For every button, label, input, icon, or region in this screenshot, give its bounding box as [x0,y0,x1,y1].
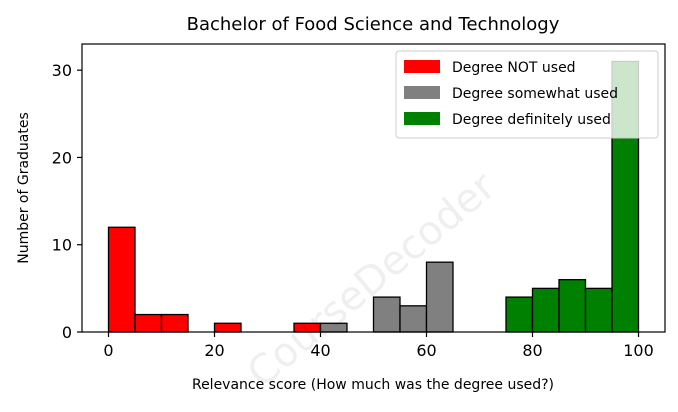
x-tick-label-2: 40 [310,341,330,360]
legend: Degree NOT used Degree somewhat used Deg… [395,50,659,139]
bar-not-used-2 [160,313,189,333]
legend-label-definitely-used: Degree definitely used [452,112,611,128]
bar-somewhat-used-2 [399,305,428,333]
legend-label-somewhat-used: Degree somewhat used [452,86,618,102]
legend-swatch-somewhat-used [404,86,440,99]
x-tick-label-1: 20 [204,341,224,360]
y-tick-label-2: 20 [52,148,72,167]
bar-definitely-used-0 [505,296,534,333]
x-tick-label-0: 0 [103,341,113,360]
x-tick-label-5: 100 [623,341,654,360]
watermark-text: CourseDecoder [239,163,505,397]
bar-not-used-0 [107,226,136,333]
bar-definitely-used-1 [531,287,560,333]
y-axis-label: Number of Graduates [16,112,32,264]
legend-swatch-not-used [404,60,440,73]
legend-swatch-definitely-used [404,112,440,125]
x-axis-label: Relevance score (How much was the degree… [192,377,554,393]
bar-somewhat-used-1 [372,296,401,333]
bar-definitely-used-2 [558,278,587,333]
y-tick-label-3: 30 [52,61,72,80]
x-tick-label-4: 80 [522,341,542,360]
bar-not-used-3 [213,322,242,333]
x-tick-label-3: 60 [416,341,436,360]
legend-box [395,50,659,139]
y-tick-label-1: 10 [52,236,72,255]
bar-not-used-1 [134,313,163,333]
axes-frame [81,43,666,333]
bar-definitely-used-3 [584,287,613,333]
legend-label-not-used: Degree NOT used [452,60,576,76]
ticks-group: 0 20 40 60 80 100 0 10 20 30 [52,61,654,360]
bar-somewhat-used-3 [425,261,454,333]
chart-title: Bachelor of Food Science and Technology [187,14,560,35]
y-tick-label-0: 0 [62,323,72,342]
